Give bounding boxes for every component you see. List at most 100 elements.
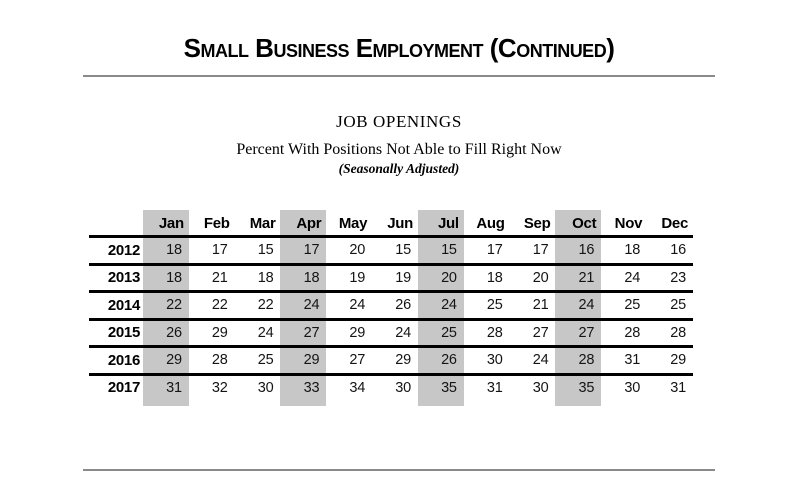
month-header-jul: Jul xyxy=(417,210,464,238)
year-label-2014: 2014 xyxy=(107,296,140,314)
cell-2015-dec: 28 xyxy=(670,324,686,341)
year-row-2013: 2013 18 21 18 18 19 19 20 18 20 21 24 23 xyxy=(89,264,693,292)
stub-aug xyxy=(464,400,510,406)
stub-jun xyxy=(372,400,418,406)
table-subtitle: Percent With Positions Not Able to Fill … xyxy=(236,141,562,158)
cell-2017-jun: 30 xyxy=(395,379,411,396)
stub-mar xyxy=(235,400,281,406)
stub-may xyxy=(326,400,372,406)
cell-2017-aug: 31 xyxy=(486,379,503,396)
month-header-jun: Jun xyxy=(372,210,418,238)
table-body: 2012 18 17 15 17 20 15 15 17 17 16 18 16 2013 18 21 18 18… xyxy=(89,236,693,406)
top-divider xyxy=(83,75,715,77)
cell-2017-may: 34 xyxy=(349,379,366,396)
cell-2012-may: 20 xyxy=(349,242,366,259)
seasonally-adjusted-note: (Seasonally Adjusted) xyxy=(338,161,460,176)
cell-2016-feb: 28 xyxy=(211,352,228,369)
cell-2016-jun: 29 xyxy=(395,352,411,369)
table-header: Jan Feb Mar Apr May Jun Jul Aug Sep Oct Nov Dec xyxy=(89,210,693,238)
cell-2015-apr: 27 xyxy=(280,319,327,347)
cell-2015-jun: 24 xyxy=(395,324,411,341)
stub-corner xyxy=(89,400,143,406)
cell-2013-oct: 21 xyxy=(555,264,602,292)
cell-2017-oct: 35 xyxy=(555,374,602,400)
year-row-2015: 2015 26 29 24 27 29 24 25 28 27 27 28 28 xyxy=(89,319,693,347)
cell-2015-nov: 28 xyxy=(624,324,641,341)
stub-dec xyxy=(647,400,693,406)
cell-2016-aug: 30 xyxy=(486,352,503,369)
cell-2012-sep: 17 xyxy=(532,242,549,259)
cell-2016-jan: 29 xyxy=(143,346,189,374)
cell-2013-dec: 23 xyxy=(670,269,686,286)
cell-2017-jan: 31 xyxy=(143,374,189,400)
year-label-2015: 2015 xyxy=(107,324,140,342)
bottom-divider xyxy=(83,469,715,471)
cell-2014-mar: 22 xyxy=(257,297,274,314)
cell-2012-jul: 15 xyxy=(417,236,464,264)
cell-2012-aug: 17 xyxy=(486,242,503,259)
stub-jul xyxy=(417,400,464,406)
year-label-2017: 2017 xyxy=(107,379,140,397)
cell-2014-sep: 21 xyxy=(532,297,549,314)
corner-cell xyxy=(89,210,143,238)
stub-sep xyxy=(510,400,556,406)
cell-2016-sep: 24 xyxy=(532,352,549,369)
cell-2017-feb: 32 xyxy=(211,379,228,396)
year-label-2016: 2016 xyxy=(107,351,140,369)
cell-2017-mar: 30 xyxy=(257,379,274,396)
cell-2015-oct: 27 xyxy=(555,319,602,347)
cell-2017-jul: 35 xyxy=(417,374,464,400)
job-openings-table: Jan Feb Mar Apr May Jun Jul Aug Sep Oct Nov Dec 201… xyxy=(89,210,693,406)
cell-2015-feb: 29 xyxy=(211,324,228,341)
month-header-row: Jan Feb Mar Apr May Jun Jul Aug Sep Oct Nov Dec xyxy=(89,210,693,238)
section-heading: JOB OPENINGS xyxy=(336,112,462,131)
cell-2017-dec: 31 xyxy=(670,379,686,396)
month-header-aug: Aug xyxy=(463,210,510,238)
month-header-apr: Apr xyxy=(280,210,327,238)
year-row-2017: 2017 31 32 30 33 34 30 35 31 30 35 30 31 xyxy=(89,374,693,400)
month-header-oct: Oct xyxy=(555,210,602,238)
stub-apr xyxy=(280,400,327,406)
cell-2016-oct: 28 xyxy=(555,346,602,374)
cell-2012-nov: 18 xyxy=(624,242,641,259)
cell-2015-mar: 24 xyxy=(257,324,274,341)
year-row-2014: 2014 22 22 22 24 24 26 24 25 21 24 25 25 xyxy=(89,291,693,319)
cell-2012-jun: 15 xyxy=(395,242,411,259)
month-header-sep: Sep xyxy=(509,210,556,238)
stub-feb xyxy=(189,400,235,406)
cell-2015-aug: 28 xyxy=(486,324,503,341)
cell-2013-jul: 20 xyxy=(417,264,464,292)
cell-2014-aug: 25 xyxy=(486,297,503,314)
cell-2014-may: 24 xyxy=(349,297,366,314)
year-label-2012: 2012 xyxy=(107,241,140,259)
cell-2012-dec: 16 xyxy=(670,242,686,259)
cell-2013-feb: 21 xyxy=(211,269,228,286)
month-header-mar: Mar xyxy=(234,210,281,238)
month-header-jan: Jan xyxy=(143,210,189,238)
cell-2013-jan: 18 xyxy=(143,264,189,292)
month-header-feb: Feb xyxy=(188,210,235,238)
shade-stub-row xyxy=(89,400,693,406)
cell-2014-jan: 22 xyxy=(143,291,189,319)
cell-2012-mar: 15 xyxy=(257,242,274,259)
cell-2013-sep: 20 xyxy=(532,269,549,286)
cell-2013-apr: 18 xyxy=(280,264,327,292)
cell-2014-apr: 24 xyxy=(280,291,327,319)
cell-2017-sep: 30 xyxy=(532,379,549,396)
cell-2013-may: 19 xyxy=(349,269,366,286)
cell-2012-oct: 16 xyxy=(555,236,602,264)
year-row-2012: 2012 18 17 15 17 20 15 15 17 17 16 18 16 xyxy=(89,236,693,264)
cell-2016-nov: 31 xyxy=(624,352,641,369)
cell-2016-jul: 26 xyxy=(417,346,464,374)
cell-2014-dec: 25 xyxy=(670,297,686,314)
year-label-2013: 2013 xyxy=(107,269,140,287)
cell-2013-nov: 24 xyxy=(624,269,641,286)
cell-2017-nov: 30 xyxy=(624,379,641,396)
cell-2012-jan: 18 xyxy=(143,236,189,264)
cell-2014-oct: 24 xyxy=(555,291,602,319)
month-header-dec: Dec xyxy=(647,210,693,238)
cell-2016-mar: 25 xyxy=(257,352,274,369)
stub-oct xyxy=(555,400,602,406)
cell-2013-aug: 18 xyxy=(486,269,503,286)
